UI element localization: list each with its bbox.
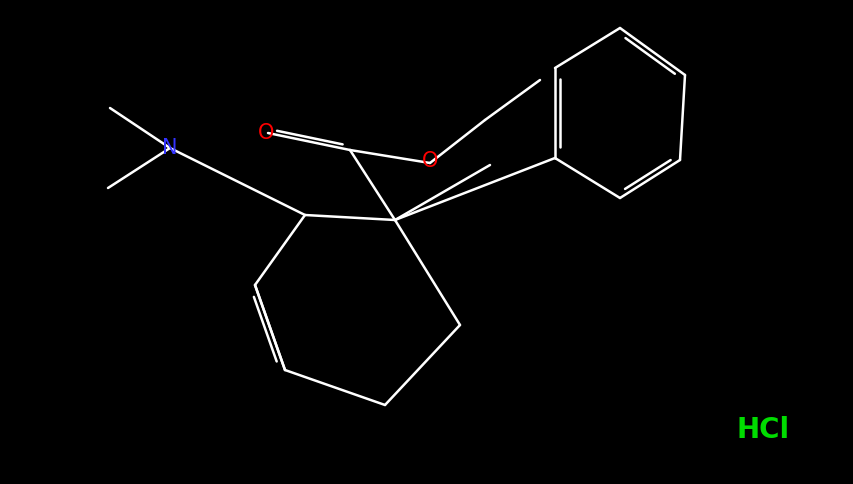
Text: HCl: HCl <box>735 416 789 444</box>
Text: N: N <box>162 138 177 158</box>
Text: O: O <box>421 151 438 171</box>
Text: O: O <box>258 123 274 143</box>
